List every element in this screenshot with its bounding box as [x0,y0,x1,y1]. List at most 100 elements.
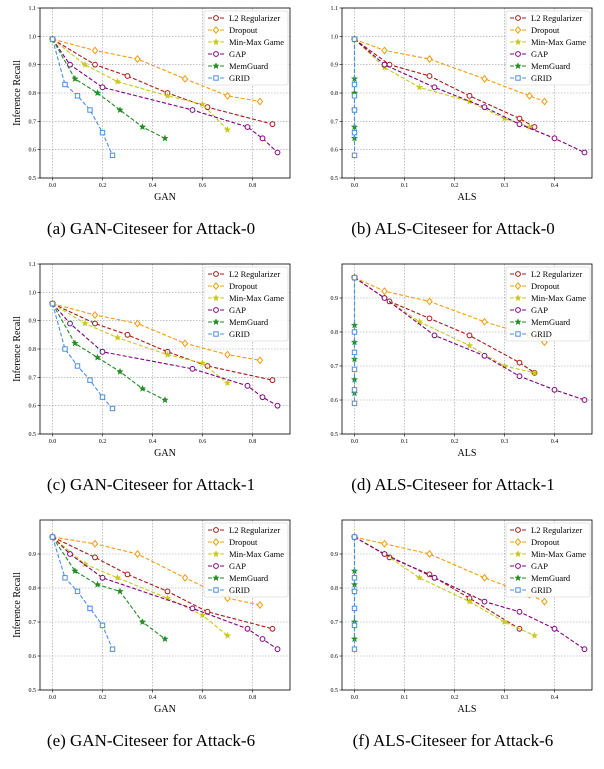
data-point [181,573,189,582]
legend-box [505,522,591,598]
legend-label: GAP [229,305,246,315]
data-point [481,74,488,83]
y-tick-label: 1.0 [29,34,37,40]
legend-marker [515,587,521,593]
data-point [415,573,424,581]
data-point [67,320,73,327]
legend-marker [515,51,521,57]
legend-marker [515,563,521,569]
chart-caption: (c) GAN-Citeseer for Attack-1 [46,475,256,494]
series-min-max-game [48,35,232,133]
data-point [381,551,388,557]
series-memguard [48,299,169,404]
data-point [198,100,207,108]
data-point [351,129,358,136]
data-point [109,152,116,159]
series-memguard [48,533,169,643]
series-line [52,303,166,401]
legend-marker [212,550,220,558]
legend-label: Dropout [531,537,560,547]
x-tick-label: 0.4 [149,439,157,445]
x-tick-label: 0.2 [451,695,459,701]
legend-marker [213,307,219,313]
data-point [351,646,358,652]
series-line [52,38,228,131]
series-line [52,303,261,361]
data-point [351,575,358,581]
y-axis-title: Inference Recall [12,60,23,126]
legend-box [505,10,591,86]
plot-frame [341,263,593,435]
data-point [113,573,122,581]
chart-caption: (a) GAN-Citeseer for Attack-0 [46,219,256,238]
legend-label: Min-Max Game [229,549,284,559]
data-point [244,382,251,389]
data-point [134,319,141,328]
data-point [581,149,588,156]
data-point [99,574,106,581]
series-grid [49,36,116,159]
data-point [113,333,122,341]
data-point [67,551,73,557]
data-point [516,373,523,380]
x-tick-label: 0.1 [401,695,409,701]
legend-label: GAP [531,561,548,571]
data-point [74,93,81,99]
data-point [426,55,433,63]
data-point [164,588,171,595]
legend-label: L2 Regularizer [531,525,582,535]
y-tick-label: 0.6 [29,654,37,660]
data-point [223,631,232,639]
data-point [466,332,473,339]
chart-panel-d: 0.0 0.1 0.2 0.3 0.4 0.5 0.6 0.7 0.8 0.9 ALS L2 Regu… [302,256,604,512]
legend-marker [514,318,522,326]
legend-marker [514,26,522,34]
data-point [116,587,124,595]
data-point [161,635,169,643]
series-line [354,536,535,637]
chart-b: 0.0 0.1 0.2 0.3 0.4 0.5 0.6 0.7 0.8 0.9 1.0 1.1 ALS L… [331,6,593,203]
data-point [223,379,232,387]
data-point [87,605,93,612]
x-tick-label: 0.0 [49,695,57,701]
legend-label: MemGuard [229,317,269,327]
series-line [354,38,545,103]
y-tick-label: 0.8 [29,91,37,97]
legend-label: L2 Regularizer [531,269,582,279]
y-tick-label: 0.7 [331,119,339,125]
x-tick-label: 0.0 [351,183,359,189]
data-point [551,386,558,393]
legend-marker [213,331,219,337]
data-point [93,89,102,97]
legend-marker [514,282,522,290]
data-point [551,625,558,632]
data-point [99,129,106,136]
legend: L2 Regularizer Dropout Min-Max Game GAP MemG… [505,10,591,86]
data-point [92,61,98,68]
legend-label: GAP [229,561,246,571]
data-point [269,625,276,632]
series-line [52,38,166,139]
x-tick-label: 0.2 [451,183,459,189]
y-tick-label: 0.6 [331,654,339,660]
y-tick-label: 0.5 [29,688,37,694]
x-axis-title: GAN [154,704,176,715]
data-point [351,329,358,335]
legend: L2 Regularizer Dropout Min-Max Game GAP MemG… [203,266,289,342]
legend-box [505,266,591,342]
legend-marker [213,51,219,57]
y-tick-label: 0.5 [331,432,339,438]
y-tick-label: 0.7 [331,620,339,626]
data-point [541,97,548,106]
data-point [116,367,124,375]
legend: L2 Regularizer Dropout Min-Max Game GAP MemG… [505,266,591,342]
legend-label: MemGuard [531,317,571,327]
data-point [99,394,106,400]
legend-marker [212,282,220,290]
data-point [256,97,264,106]
legend-marker [212,574,220,582]
series-line [354,277,535,374]
data-point [223,125,232,133]
data-point [351,605,358,612]
series-line [354,38,530,128]
